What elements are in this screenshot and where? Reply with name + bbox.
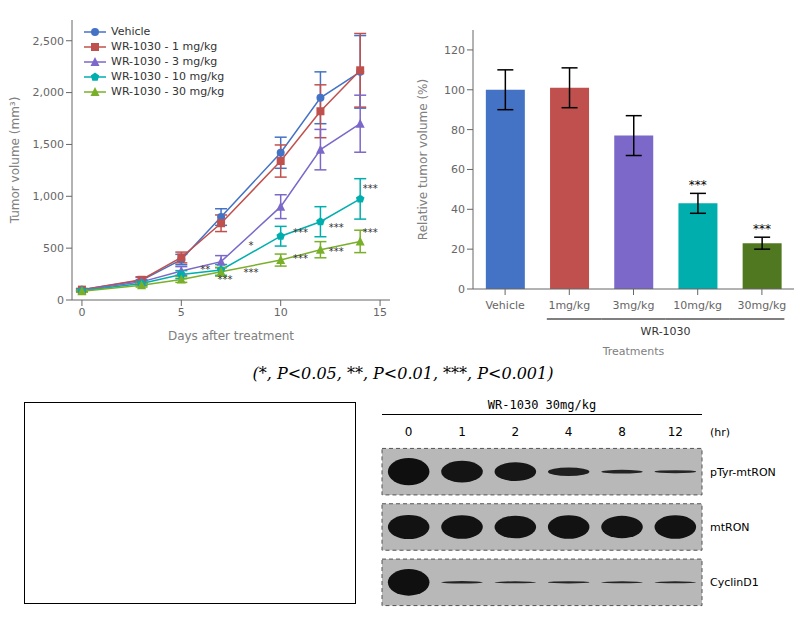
svg-text:***: ***	[689, 178, 707, 192]
svg-text:**: **	[200, 264, 210, 275]
svg-text:2,500: 2,500	[33, 35, 65, 48]
html-text:WR-1030 - 3 mg/kg: WR-1030 - 3 mg/kg	[111, 55, 218, 68]
svg-text:0: 0	[405, 425, 413, 439]
html-text:WR-1030 - 10 mg/kg: WR-1030 - 10 mg/kg	[111, 70, 225, 83]
html-text:(*, P<0.05, **, P<0.01, ***, P: (*, P<0.05, **, P<0.01, ***, P<0.001)	[252, 364, 554, 383]
svg-text:Tumor volume (mm³): Tumor volume (mm³)	[8, 97, 22, 225]
svg-text:WR-1030: WR-1030	[641, 325, 691, 338]
svg-text:0: 0	[458, 283, 465, 296]
svg-text:1,500: 1,500	[33, 138, 65, 151]
svg-text:120: 120	[444, 44, 465, 57]
svg-text:60: 60	[451, 163, 465, 176]
svg-text:15: 15	[373, 306, 387, 319]
svg-text:20: 20	[451, 243, 465, 256]
svg-text:12: 12	[668, 425, 683, 439]
svg-text:0: 0	[57, 294, 64, 307]
svg-text:Vehicle: Vehicle	[485, 299, 525, 312]
svg-text:***: ***	[363, 227, 378, 238]
svg-text:***: ***	[329, 246, 344, 257]
svg-text:(hr): (hr)	[710, 426, 730, 439]
svg-text:1,000: 1,000	[33, 190, 65, 203]
svg-text:pTyr-mtRON: pTyr-mtRON	[710, 466, 776, 479]
html-text:WR-1030 - 30 mg/kg: WR-1030 - 30 mg/kg	[111, 85, 225, 98]
svg-text:30mg/kg: 30mg/kg	[738, 299, 787, 312]
svg-text:100: 100	[444, 84, 465, 97]
svg-text:4: 4	[565, 425, 573, 439]
svg-text:80: 80	[451, 124, 465, 137]
svg-text:***: ***	[293, 253, 308, 264]
svg-text:2: 2	[512, 425, 520, 439]
svg-text:***: ***	[363, 183, 378, 194]
html-text:WR-1030 - 1 mg/kg: WR-1030 - 1 mg/kg	[111, 40, 218, 53]
html-text:Vehicle: Vehicle	[111, 25, 151, 38]
svg-text:***: ***	[243, 267, 258, 278]
svg-text:8: 8	[618, 425, 626, 439]
svg-text:*: *	[248, 240, 253, 251]
svg-text:mtRON: mtRON	[710, 521, 750, 534]
svg-text:CyclinD1: CyclinD1	[710, 576, 759, 589]
svg-text:Relative tumor volume (%): Relative tumor volume (%)	[416, 79, 430, 240]
svg-text:Treatments: Treatments	[602, 345, 665, 358]
svg-text:40: 40	[451, 203, 465, 216]
svg-text:1: 1	[458, 425, 466, 439]
svg-text:1mg/kg: 1mg/kg	[548, 299, 590, 312]
svg-text:***: ***	[329, 222, 344, 233]
svg-text:5: 5	[178, 306, 185, 319]
svg-text:3mg/kg: 3mg/kg	[613, 299, 655, 312]
svg-text:500: 500	[43, 242, 64, 255]
svg-text:2,000: 2,000	[33, 86, 65, 99]
svg-text:***: ***	[218, 274, 233, 285]
svg-text:0: 0	[78, 306, 85, 319]
svg-text:***: ***	[753, 222, 771, 236]
svg-text:***: ***	[293, 227, 308, 238]
svg-text:10mg/kg: 10mg/kg	[673, 299, 722, 312]
html-text:WR-1030 30mg/kg: WR-1030 30mg/kg	[487, 398, 597, 412]
svg-text:10: 10	[274, 306, 288, 319]
svg-text:Days after treatment: Days after treatment	[168, 329, 294, 343]
